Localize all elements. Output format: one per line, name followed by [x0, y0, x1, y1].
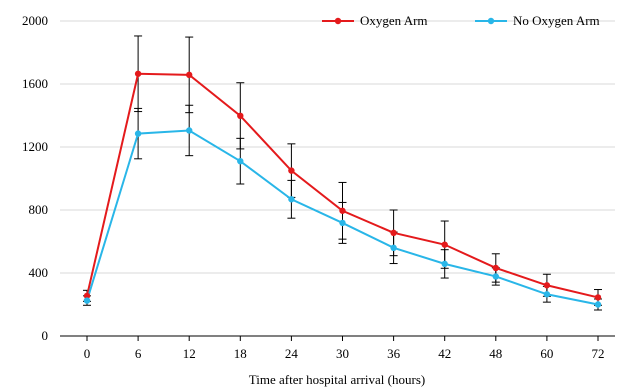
data-point	[186, 71, 193, 79]
x-tick-label: 18	[234, 346, 247, 361]
x-tick-label: 0	[84, 346, 91, 361]
data-point	[492, 273, 499, 280]
data-point	[390, 229, 397, 237]
x-tick-label: 30	[336, 346, 349, 361]
data-point	[288, 196, 295, 203]
legend: Oxygen Arm No Oxygen Arm	[322, 13, 600, 28]
legend-label: Oxygen Arm	[360, 13, 428, 28]
y-tick-label: 1600	[22, 76, 48, 91]
x-axis-title: Time after hospital arrival (hours)	[249, 372, 425, 387]
data-point	[288, 167, 295, 174]
data-point	[390, 244, 397, 251]
data-point	[83, 297, 91, 304]
y-tick-label: 0	[42, 328, 49, 343]
axes	[60, 335, 615, 341]
y-tick-label: 2000	[22, 13, 48, 28]
data-point	[339, 219, 346, 227]
legend-swatch-marker	[334, 17, 342, 25]
x-tick-label: 36	[387, 346, 401, 361]
data-point	[134, 70, 142, 77]
legend-label: No Oxygen Arm	[513, 13, 600, 28]
y-tick-label: 400	[29, 265, 49, 280]
x-tick-label: 24	[285, 346, 299, 361]
data-point	[543, 291, 551, 298]
data-point	[237, 157, 244, 165]
error-bars	[83, 35, 602, 311]
data-point	[492, 264, 499, 272]
data-point	[134, 130, 142, 137]
data-point	[441, 241, 448, 248]
y-tick-labels: 0 400 800 1200 1600 2000	[22, 13, 48, 343]
data-point	[594, 301, 602, 308]
legend-swatch-marker	[487, 17, 495, 25]
x-tick-label: 42	[438, 346, 451, 361]
data-point	[237, 112, 244, 120]
data-point	[186, 127, 193, 134]
x-tick-label: 48	[489, 346, 502, 361]
data-point	[594, 294, 602, 301]
series-points	[83, 70, 602, 308]
x-tick-labels: 0 6 12 18 24 30 36 42 48 60 72	[84, 346, 605, 361]
data-point	[543, 282, 551, 289]
y-tick-label: 1200	[22, 139, 48, 154]
x-tick-label: 6	[135, 346, 142, 361]
data-point	[83, 292, 91, 300]
x-tick-label: 72	[592, 346, 605, 361]
data-point	[339, 207, 346, 214]
x-tick-label: 12	[183, 346, 196, 361]
gridlines	[60, 20, 615, 274]
x-tick-label: 60	[540, 346, 553, 361]
y-tick-label: 800	[29, 202, 49, 217]
data-point	[441, 260, 448, 268]
